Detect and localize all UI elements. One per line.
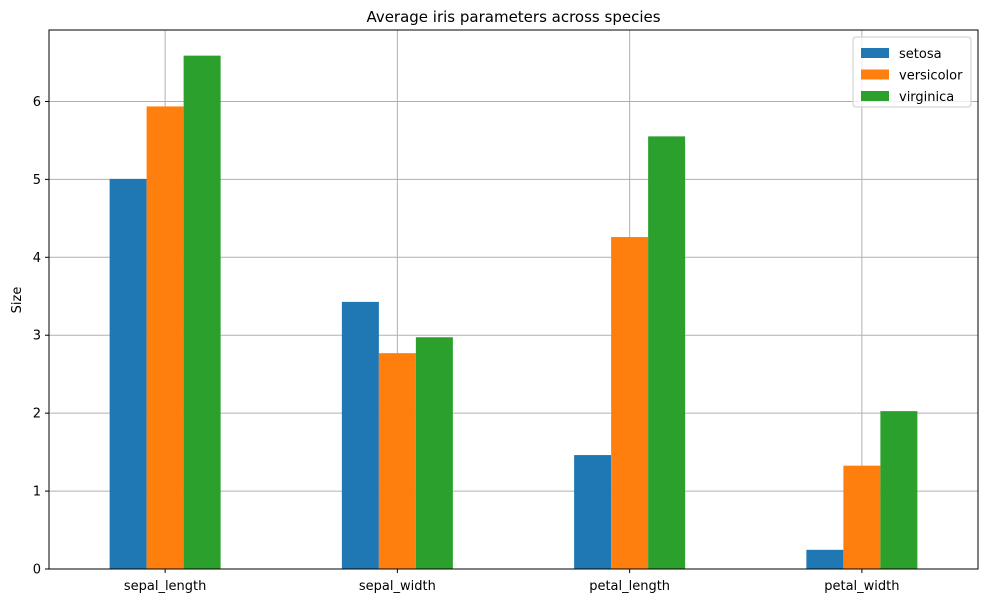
x-tick-label: petal_width xyxy=(824,579,899,594)
bar-layer xyxy=(109,55,918,570)
y-tick-label: 2 xyxy=(33,407,41,422)
bar-setosa xyxy=(341,301,379,569)
bar-setosa xyxy=(806,549,844,569)
bar-versicolor xyxy=(611,237,649,569)
legend-swatch-setosa xyxy=(861,48,889,58)
bar-setosa xyxy=(574,455,612,569)
bar-setosa xyxy=(109,178,147,570)
legend-label-versicolor: versicolor xyxy=(899,69,963,84)
plot-frame xyxy=(48,29,979,570)
legend-label-setosa: setosa xyxy=(899,47,942,62)
x-tick-label: sepal_length xyxy=(124,579,207,594)
bar-virginica xyxy=(648,136,686,569)
x-tick-label: sepal_width xyxy=(359,579,436,594)
chart-title: Average iris parameters across species xyxy=(366,8,660,26)
y-tick-label: 1 xyxy=(33,485,41,500)
bar-virginica xyxy=(415,337,453,569)
y-tick-label: 5 xyxy=(33,173,41,188)
legend-swatch-virginica xyxy=(861,91,889,101)
legend-swatch-versicolor xyxy=(861,69,889,80)
bar-virginica xyxy=(880,411,918,569)
y-tick-label: 3 xyxy=(33,329,41,344)
bar-versicolor xyxy=(146,106,184,570)
y-tick-label: 0 xyxy=(33,563,41,578)
bar-virginica xyxy=(183,55,221,570)
bar-versicolor xyxy=(843,465,881,569)
y-axis-label: Size xyxy=(10,287,25,314)
y-tick-label: 6 xyxy=(33,95,41,110)
bar-versicolor xyxy=(378,353,416,569)
y-tick-label: 4 xyxy=(33,251,41,266)
tick-layer: 0 1 2 3 4 5 6 sepal_length sepal_width petal_leng… xyxy=(33,95,900,594)
legend: setosa versicolor virginica xyxy=(852,36,972,108)
x-tick-label: petal_length xyxy=(589,579,670,594)
legend-label-virginica: virginica xyxy=(899,90,954,105)
